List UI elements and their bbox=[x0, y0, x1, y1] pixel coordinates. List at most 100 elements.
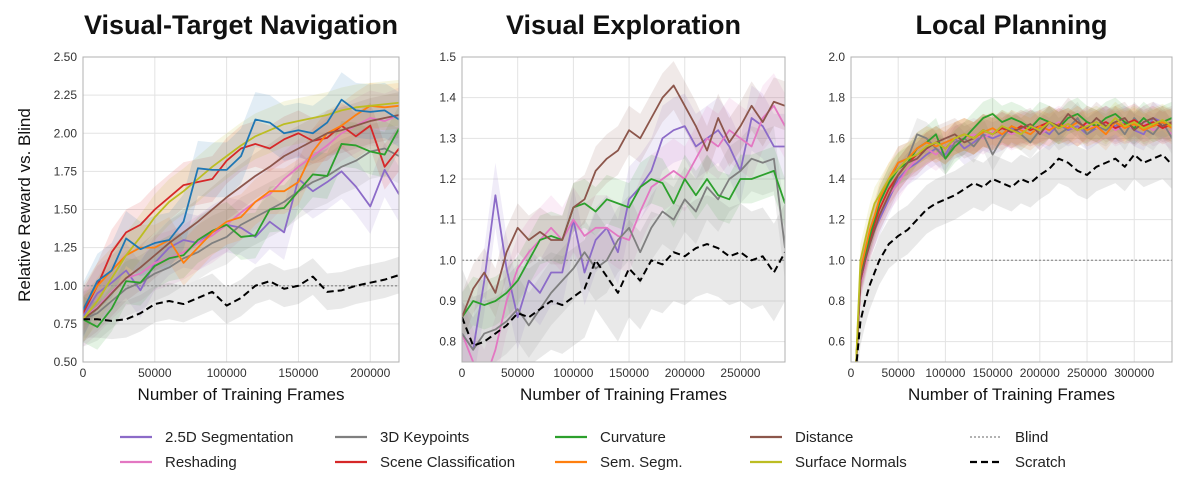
legend-label: Reshading bbox=[165, 454, 237, 471]
y-tick-label: 1.4 bbox=[439, 91, 456, 105]
y-tick-label: 1.0 bbox=[439, 253, 456, 267]
band-scratch bbox=[462, 195, 785, 362]
series-line-scene-classification bbox=[855, 119, 1172, 362]
x-tick-label: 100000 bbox=[553, 366, 593, 380]
x-tick-label: 100000 bbox=[207, 366, 247, 380]
y-tick-label: 1.1 bbox=[439, 213, 456, 227]
y-tick-label: 0.9 bbox=[439, 294, 456, 308]
legend-item-curvature: Curvature bbox=[555, 429, 666, 446]
y-tick-label: 2.00 bbox=[54, 126, 78, 140]
band-sem-segm bbox=[855, 105, 1172, 362]
band-3d-keypoints bbox=[462, 126, 785, 362]
panel-visual-target-navigation: 0 50000 100000 150000 200000 0.50 0.75 1.00 1.25… bbox=[54, 10, 400, 404]
band-scene-classification bbox=[855, 103, 1172, 362]
legend-label: Blind bbox=[1015, 429, 1048, 446]
series-line-scratch bbox=[462, 243, 785, 347]
legend-label: Distance bbox=[795, 429, 853, 446]
plot-content bbox=[462, 61, 785, 362]
band-3d-keypoints bbox=[83, 121, 399, 347]
band-distance bbox=[83, 92, 399, 343]
series-line-2-5d-segmentation bbox=[462, 117, 785, 351]
x-axis-label: Number of Training Frames bbox=[138, 385, 345, 404]
y-axis-label: Relative Reward vs. Blind bbox=[15, 108, 34, 302]
y-tick-label: 1.0 bbox=[828, 253, 845, 267]
series-line-surface-normals bbox=[83, 101, 399, 320]
band-scene-classification bbox=[83, 102, 399, 337]
legend-item-reshading: Reshading bbox=[120, 454, 237, 471]
y-tick-label: 1.00 bbox=[54, 279, 78, 293]
band-scratch bbox=[855, 130, 1172, 362]
panel-title: Local Planning bbox=[915, 10, 1107, 40]
x-tick-label: 0 bbox=[848, 366, 855, 380]
x-tick-label: 150000 bbox=[609, 366, 649, 380]
y-tick-label: 1.6 bbox=[828, 131, 845, 145]
y-tick-label: 2.25 bbox=[54, 88, 78, 102]
y-tick-label: 0.8 bbox=[828, 294, 845, 308]
panel-visual-exploration: 0 50000 100000 150000 200000 250000 0.8 0.9 1.0 1… bbox=[439, 10, 786, 404]
plot-content bbox=[83, 72, 399, 350]
series-line-curvature bbox=[462, 169, 785, 318]
series-line-3d-keypoints bbox=[462, 157, 785, 351]
x-tick-label: 50000 bbox=[882, 366, 916, 380]
legend-item-2-5d-segmentation: 2.5D Segmentation bbox=[120, 429, 293, 446]
x-tick-label: 50000 bbox=[138, 366, 172, 380]
y-tick-label: 1.75 bbox=[54, 164, 78, 178]
y-tick-label: 1.50 bbox=[54, 203, 78, 217]
band-scratch bbox=[83, 256, 399, 340]
y-tick-label: 1.4 bbox=[828, 172, 845, 186]
y-tick-label: 0.50 bbox=[54, 355, 78, 369]
panel-local-planning: 0 50000 100000 150000 200000 250000 300000 0.6 0… bbox=[828, 10, 1173, 404]
legend-item-surface-normals: Surface Normals bbox=[750, 454, 907, 471]
y-tick-label: 1.2 bbox=[439, 172, 456, 186]
band-reshading bbox=[855, 105, 1172, 362]
legend-item-blind: Blind bbox=[970, 429, 1048, 446]
x-tick-label: 250000 bbox=[720, 366, 760, 380]
legend-label: Scratch bbox=[1015, 454, 1066, 471]
x-tick-label: 100000 bbox=[925, 366, 965, 380]
legend-label: Curvature bbox=[600, 429, 666, 446]
x-tick-label: 250000 bbox=[1067, 366, 1107, 380]
legend-item-3d-keypoints: 3D Keypoints bbox=[335, 429, 469, 446]
band-2-5d-segmentation bbox=[83, 142, 399, 344]
band-sem-segm bbox=[83, 82, 399, 332]
panel-title: Visual Exploration bbox=[506, 10, 741, 40]
plot-frame bbox=[850, 56, 1173, 363]
legend: 2.5D Segmentation Reshading 3D Keypoints Sc… bbox=[120, 429, 1066, 471]
series-line-distance bbox=[462, 84, 785, 318]
legend-label: 3D Keypoints bbox=[380, 429, 469, 446]
y-tick-label: 2.0 bbox=[828, 50, 845, 64]
plot-frame bbox=[461, 56, 786, 363]
x-tick-label: 150000 bbox=[973, 366, 1013, 380]
x-tick-label: 50000 bbox=[501, 366, 535, 380]
series-line-curvature bbox=[83, 128, 399, 328]
series-line-reshading bbox=[462, 104, 785, 362]
x-tick-label: 200000 bbox=[350, 366, 390, 380]
x-tick-label: 200000 bbox=[665, 366, 705, 380]
panels-layer: 0 50000 100000 150000 2000000.500.751.001.25… bbox=[54, 10, 1173, 404]
series-line-2-5d-segmentation bbox=[83, 168, 399, 317]
plot-frame bbox=[82, 56, 400, 363]
series-line-2-5d-segmentation bbox=[83, 98, 399, 311]
x-axis-label: Number of Training Frames bbox=[908, 385, 1115, 404]
band-distance bbox=[462, 61, 785, 342]
y-tick-label: 2.50 bbox=[54, 50, 78, 64]
x-axis-label: Number of Training Frames bbox=[520, 385, 727, 404]
y-tick-label: 0.75 bbox=[54, 317, 78, 331]
series-line-surface-normals bbox=[855, 117, 1172, 362]
series-line-scratch bbox=[855, 153, 1172, 362]
legend-item-distance: Distance bbox=[750, 429, 853, 446]
legend-item-sem-segm: Sem. Segm. bbox=[555, 454, 683, 471]
y-tick-label: 1.5 bbox=[439, 50, 456, 64]
y-tick-label: 1.2 bbox=[828, 213, 845, 227]
x-tick-label: 0 bbox=[459, 366, 466, 380]
legend-label: Sem. Segm. bbox=[600, 454, 683, 471]
y-tick-label: 0.6 bbox=[828, 335, 845, 349]
x-tick-label: 200000 bbox=[1020, 366, 1060, 380]
x-tick-label: 300000 bbox=[1114, 366, 1154, 380]
plot-area bbox=[851, 57, 1172, 362]
plot-content bbox=[851, 97, 1172, 362]
legend-label: 2.5D Segmentation bbox=[165, 429, 293, 446]
legend-item-scene-classification: Scene Classification bbox=[335, 454, 515, 471]
y-tick-label: 1.25 bbox=[54, 241, 78, 255]
series-line-reshading bbox=[83, 114, 399, 320]
